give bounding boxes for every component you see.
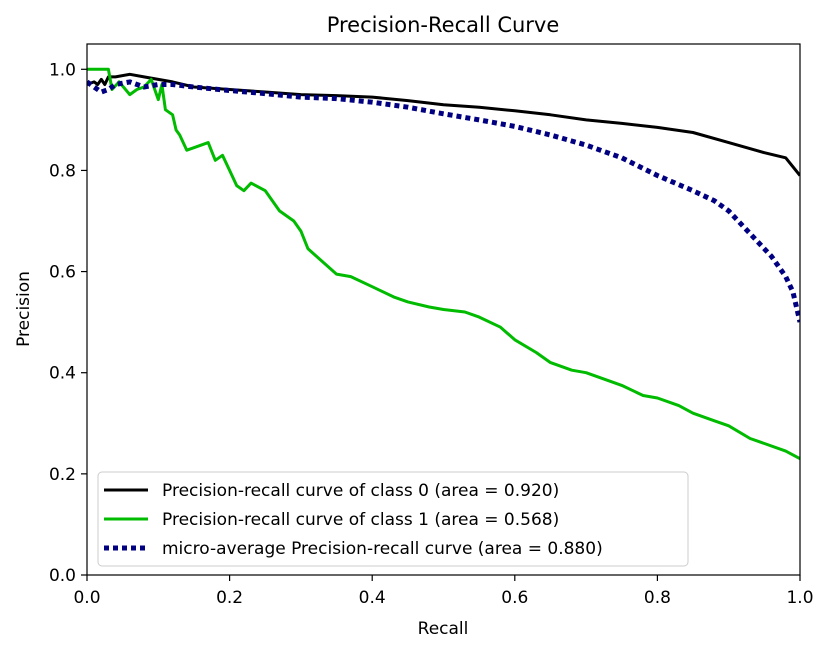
x-tick-label: 0.4 (359, 588, 386, 608)
x-tick-label: 0.0 (73, 588, 100, 608)
y-axis-label: Precision (14, 271, 34, 347)
x-axis-label: Recall (418, 619, 469, 639)
series-line-1 (87, 67, 800, 461)
plot-area: 0.0 0.2 0.4 0.6 0.8 1.0 0.0 0.2 0.4 0.6 0.8 1.0 (49, 43, 814, 608)
y-tick-label: 0.0 (49, 566, 76, 586)
chart-title: Precision-Recall Curve (327, 13, 560, 37)
legend-label-1: Precision-recall curve of class 1 (area … (162, 510, 559, 530)
y-tick-label: 0.2 (49, 465, 76, 485)
series-line-2 (87, 79, 800, 323)
legend-label-2: micro-average Precision-recall curve (ar… (162, 539, 603, 559)
x-tick-label: 0.2 (216, 588, 243, 608)
legend-box (97, 471, 689, 567)
x-tick-label: 1.0 (786, 588, 813, 608)
axes-frame (86, 43, 801, 576)
y-tick-label: 1.0 (49, 60, 76, 80)
legend-label-0: Precision-recall curve of class 0 (area … (162, 481, 559, 501)
legend: Precision-recall curve of class 0 (area … (97, 471, 689, 567)
y-tick-label: 0.4 (49, 364, 76, 384)
x-tick-label: 0.6 (501, 588, 528, 608)
series-line-0 (87, 72, 800, 177)
series-group (87, 67, 800, 461)
x-tick-label: 0.8 (644, 588, 671, 608)
y-tick-label: 0.8 (49, 161, 76, 181)
y-tick-label: 0.6 (49, 263, 76, 283)
